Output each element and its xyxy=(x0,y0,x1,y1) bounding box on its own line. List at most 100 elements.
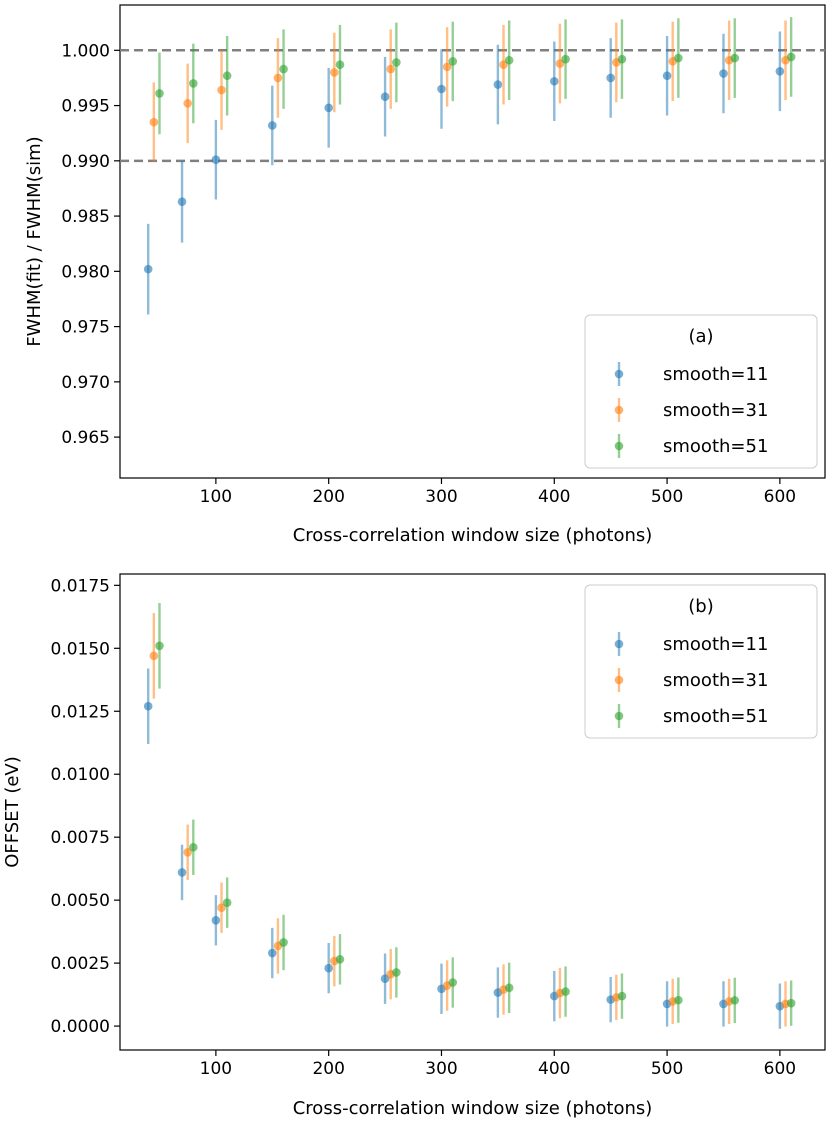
data-point xyxy=(719,69,728,78)
data-point xyxy=(330,68,339,77)
x-axis-title: Cross-correlation window size (photons) xyxy=(293,1098,653,1119)
series-smooth-51 xyxy=(155,17,796,135)
axes-frame xyxy=(119,573,826,1051)
data-point xyxy=(448,57,458,66)
x-tick-label: 100 xyxy=(200,1059,232,1079)
legend-marker xyxy=(614,711,624,721)
data-point xyxy=(606,73,615,83)
data-point xyxy=(267,121,277,130)
y-axis-title: OFFSET (eV) xyxy=(2,756,23,868)
data-point xyxy=(177,197,187,207)
legend-label: smooth=51 xyxy=(663,436,768,457)
data-point xyxy=(177,868,187,877)
axes-frame xyxy=(119,4,826,479)
legend: (b) smooth=11 smooth=31 smooth=51 xyxy=(584,584,818,739)
y-tick-label: 0.975 xyxy=(61,318,110,338)
data-point xyxy=(561,987,570,996)
data-point xyxy=(437,84,446,94)
data-point xyxy=(786,52,796,62)
data-point xyxy=(504,983,514,993)
x-tick-label: 500 xyxy=(651,1059,683,1079)
data-point xyxy=(786,998,796,1008)
panel-b-offset: 100 200 300 400 500 600 0.0000 0.0025 0.0050 0.00… xyxy=(2,573,826,1119)
series-smooth-11 xyxy=(143,31,785,315)
data-point xyxy=(189,842,198,852)
series-smooth-31 xyxy=(149,20,790,162)
legend-label: smooth=11 xyxy=(663,364,768,385)
data-point xyxy=(183,847,192,857)
legend-marker xyxy=(614,405,624,415)
data-point xyxy=(189,79,198,88)
data-point xyxy=(211,155,221,165)
data-point xyxy=(267,948,277,958)
data-point xyxy=(549,76,559,86)
data-point xyxy=(730,53,740,63)
x-tick-label: 400 xyxy=(538,1059,570,1079)
legend-box xyxy=(584,314,818,469)
series-smooth-51 xyxy=(155,602,796,1026)
data-point xyxy=(442,62,452,72)
data-point xyxy=(211,915,221,925)
data-point xyxy=(273,73,283,83)
y-tick-label: 0.0000 xyxy=(51,1017,110,1037)
x-axis-title: Cross-correlation window size (photons) xyxy=(293,525,653,546)
legend-label: smooth=31 xyxy=(663,400,768,421)
data-point xyxy=(674,53,683,63)
x-tick-label: 300 xyxy=(425,487,457,507)
y-tick-label: 0.0100 xyxy=(51,765,110,785)
y-tick-label: 1.000 xyxy=(61,41,110,61)
data-point xyxy=(617,54,627,64)
y-tick-label: 0.0150 xyxy=(51,639,110,659)
legend-label: smooth=31 xyxy=(663,670,768,691)
data-point xyxy=(143,264,153,274)
legend-title: (b) xyxy=(688,596,713,617)
x-tick-label: 600 xyxy=(764,1059,796,1079)
data-point xyxy=(217,85,226,95)
data-point xyxy=(730,996,740,1005)
data-point xyxy=(674,995,683,1005)
y-tick-label: 0.985 xyxy=(61,207,110,227)
data-point xyxy=(324,103,333,113)
data-point xyxy=(392,58,401,67)
legend-label: smooth=11 xyxy=(663,634,768,655)
y-tick-label: 0.0025 xyxy=(51,954,110,974)
data-point xyxy=(504,55,514,65)
data-point xyxy=(279,938,288,947)
x-tick-label: 100 xyxy=(200,487,232,507)
data-point xyxy=(380,92,390,102)
y-tick-label: 0.970 xyxy=(61,373,110,393)
y-tick-label: 0.0050 xyxy=(51,891,110,911)
data-point xyxy=(392,968,401,977)
data-point xyxy=(149,117,159,127)
y-tick-label: 0.965 xyxy=(61,428,110,448)
legend-marker xyxy=(614,675,624,685)
data-point xyxy=(143,701,153,711)
data-point xyxy=(217,903,226,913)
legend-title: (a) xyxy=(688,326,713,347)
y-tick-label: 0.980 xyxy=(61,262,110,282)
y-tick-label: 0.0175 xyxy=(51,576,110,596)
x-tick-label: 400 xyxy=(538,487,570,507)
x-tick-label: 600 xyxy=(764,487,796,507)
data-point xyxy=(493,80,503,89)
data-point xyxy=(335,60,345,69)
legend: (a) smooth=11 smooth=31 smooth=51 xyxy=(584,314,818,469)
data-point xyxy=(149,651,159,661)
legend-marker xyxy=(614,441,624,451)
panel-a-fwhm-ratio: 100 200 300 400 500 600 0.965 0.970 0.975 0.980 0.… xyxy=(24,4,826,546)
legend-box xyxy=(584,584,818,739)
data-point xyxy=(324,963,333,973)
data-point xyxy=(448,978,458,987)
x-tick-label: 500 xyxy=(651,487,683,507)
data-point xyxy=(662,71,672,81)
data-point xyxy=(183,99,192,108)
y-tick-label: 0.0075 xyxy=(51,828,110,848)
data-point xyxy=(222,898,232,907)
x-tick-label: 200 xyxy=(312,487,344,507)
y-tick-label: 0.995 xyxy=(61,97,110,117)
y-axis-title: FWHM(fit) / FWHM(sim) xyxy=(24,136,45,346)
data-point xyxy=(561,54,570,64)
y-tick-label: 0.990 xyxy=(61,152,110,172)
data-point xyxy=(155,641,164,651)
